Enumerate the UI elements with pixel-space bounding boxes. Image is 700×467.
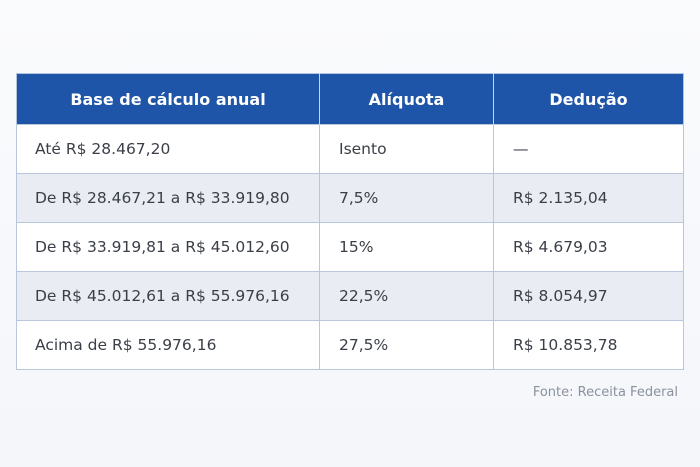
cell-base: De R$ 28.467,21 a R$ 33.919,80 <box>16 173 320 223</box>
tax-bracket-table: Base de cálculo anual Alíquota Dedução A… <box>16 73 684 370</box>
cell-aliquota: 27,5% <box>319 320 494 370</box>
cell-base: De R$ 33.919,81 a R$ 45.012,60 <box>16 222 320 272</box>
cell-aliquota: 7,5% <box>319 173 494 223</box>
cell-deducao: R$ 10.853,78 <box>493 320 684 370</box>
table-row: De R$ 28.467,21 a R$ 33.919,80 7,5% R$ 2… <box>16 173 684 223</box>
table-header: Base de cálculo anual Alíquota Dedução <box>16 73 684 125</box>
table-body: Até R$ 28.467,20 Isento — De R$ 28.467,2… <box>16 124 684 370</box>
cell-base: Acima de R$ 55.976,16 <box>16 320 320 370</box>
header-base-calculo: Base de cálculo anual <box>16 73 320 125</box>
cell-aliquota: 15% <box>319 222 494 272</box>
table-row: De R$ 45.012,61 a R$ 55.976,16 22,5% R$ … <box>16 271 684 321</box>
cell-deducao: R$ 2.135,04 <box>493 173 684 223</box>
table-row: Acima de R$ 55.976,16 27,5% R$ 10.853,78 <box>16 320 684 370</box>
cell-deducao: — <box>493 124 684 174</box>
header-deducao: Dedução <box>493 73 684 125</box>
table-row: Até R$ 28.467,20 Isento — <box>16 124 684 174</box>
cell-base: De R$ 45.012,61 a R$ 55.976,16 <box>16 271 320 321</box>
tax-table-container: Base de cálculo anual Alíquota Dedução A… <box>16 73 684 370</box>
cell-base: Até R$ 28.467,20 <box>16 124 320 174</box>
cell-aliquota: 22,5% <box>319 271 494 321</box>
cell-deducao: R$ 8.054,97 <box>493 271 684 321</box>
table-row: De R$ 33.919,81 a R$ 45.012,60 15% R$ 4.… <box>16 222 684 272</box>
cell-aliquota: Isento <box>319 124 494 174</box>
header-aliquota: Alíquota <box>319 73 494 125</box>
source-caption: Fonte: Receita Federal <box>532 385 678 400</box>
header-row: Base de cálculo anual Alíquota Dedução <box>16 73 684 125</box>
cell-deducao: R$ 4.679,03 <box>493 222 684 272</box>
